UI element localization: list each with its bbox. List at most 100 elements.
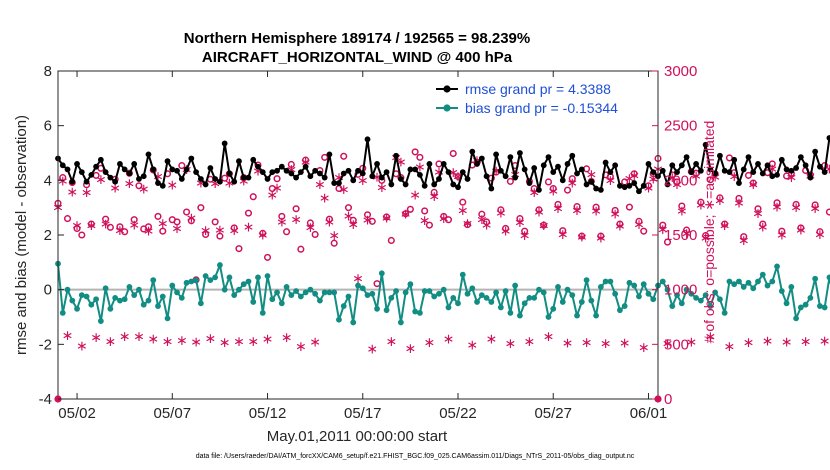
obs-assimilated-point: ∗ (395, 155, 407, 171)
obs-assimilated-point: ∗ (338, 182, 350, 198)
obs-assimilated-point: ∗ (128, 218, 140, 234)
rmse-point (207, 165, 214, 171)
obs-assimilated-point: ∗ (62, 328, 74, 344)
y-tick-label-right: 2500 (664, 118, 697, 135)
bias-point (555, 284, 561, 290)
bias-point (402, 289, 409, 296)
bias-point (136, 286, 142, 293)
bias-point (297, 293, 304, 300)
rmse-point (112, 178, 119, 185)
y-tick-label: -4 (39, 391, 52, 408)
obs-assimilated-point: ∗ (66, 184, 78, 200)
obs-assimilated-point: ∗ (314, 177, 326, 193)
bias-point (540, 289, 547, 296)
x-tick-label: 05/12 (249, 405, 287, 422)
obs-assimilated-point: ∗ (771, 200, 783, 216)
obs-assimilated-point: ∗ (481, 218, 493, 234)
obs-assimilated-point: ∗ (347, 217, 359, 233)
bias-point (445, 304, 452, 311)
rmse-point (645, 161, 652, 167)
obs-assimilated-point: ∗ (666, 170, 678, 186)
obs-possible-point (383, 213, 391, 221)
obs-assimilated-point: ∗ (357, 173, 369, 189)
y-tick-label-right: 500 (664, 336, 689, 353)
rmse-point (817, 163, 823, 170)
rmse-point (407, 166, 414, 173)
bias-point (726, 278, 733, 285)
bias-point (645, 290, 652, 297)
rmse-point (764, 162, 771, 169)
bias-point (188, 278, 195, 285)
bias-point (750, 285, 757, 292)
obs-assimilated-point: ∗ (257, 227, 269, 243)
bias-point (759, 271, 766, 278)
rmse-point (402, 181, 409, 188)
bias-point (588, 297, 595, 304)
rmse-point (412, 166, 419, 173)
rmse-point (345, 167, 352, 174)
obs-assimilated-point: ∗ (185, 211, 197, 227)
obs-possible-point (244, 209, 253, 217)
x-tick-label: 05/17 (344, 405, 382, 422)
bias-point (469, 285, 476, 292)
obs-assimilated-point: ∗ (171, 221, 183, 237)
obs-possible-point (616, 220, 624, 228)
rmse-point (283, 167, 290, 174)
rmse-point (659, 167, 666, 174)
bias-point (450, 294, 457, 301)
bias-point (150, 277, 157, 283)
rmse-point (783, 166, 790, 173)
obs-assimilated-point: ∗ (543, 329, 555, 345)
y-tick-label: -2 (39, 336, 52, 353)
bias-point (264, 273, 271, 279)
rmse-point (388, 181, 395, 188)
rmse-point (750, 169, 757, 176)
bias-point (740, 284, 747, 290)
obs-possible-point (387, 236, 395, 245)
obs-possible-point (625, 203, 633, 211)
obs-possible-point (406, 205, 414, 213)
obs-assimilated-point: ∗ (143, 224, 155, 240)
bias-point (597, 284, 604, 290)
tick-layer: 05/02 05/07 05/12 05/17 05/22 05/27 06/01 -4 -2 0… (39, 63, 698, 422)
obs-possible-point (292, 205, 300, 213)
bias-point (607, 278, 614, 285)
bias-point (474, 299, 480, 305)
obs-possible-point (592, 203, 600, 211)
obs-assimilated-point: ∗ (371, 170, 383, 186)
obs-assimilated-point: ∗ (319, 190, 331, 206)
obs-assimilated-point: ∗ (762, 334, 774, 350)
obs-possible-point (544, 178, 553, 186)
bias-point (545, 314, 552, 320)
bias-point (688, 290, 695, 297)
y-tick-label: 4 (44, 172, 52, 189)
bias-point (431, 293, 438, 300)
rmse-point (697, 167, 704, 174)
rmse-point (155, 180, 161, 186)
bias-point (812, 275, 819, 282)
obs-assimilated-point: ∗ (362, 213, 374, 229)
rmse-point (707, 166, 714, 173)
bias-point (521, 300, 528, 307)
rmse-point (74, 161, 80, 167)
bias-point (69, 297, 76, 304)
obs-assimilated-point: ∗ (366, 342, 378, 358)
bias-point (359, 285, 366, 292)
obs-possible-point (87, 220, 95, 228)
obs-assimilated-point: ∗ (309, 335, 321, 351)
y-tick-label-right: 0 (664, 391, 672, 408)
obs-assimilated-point: ∗ (176, 333, 188, 349)
rmse-point (759, 170, 766, 177)
legend-rmse-marker (443, 85, 451, 93)
obs-possible-point (235, 245, 243, 253)
bias-point (159, 293, 166, 300)
obs-assimilated-point: ∗ (219, 335, 231, 351)
obs-assimilated-point: ∗ (581, 335, 593, 351)
obs-assimilated-point: ∗ (71, 218, 83, 234)
rmse-point (307, 173, 314, 180)
obs-assimilated-point: ∗ (76, 338, 88, 354)
obs-assimilated-point: ∗ (324, 214, 336, 230)
rmse-point (621, 184, 628, 191)
bias-point (783, 300, 790, 307)
rmse-point (693, 161, 699, 167)
